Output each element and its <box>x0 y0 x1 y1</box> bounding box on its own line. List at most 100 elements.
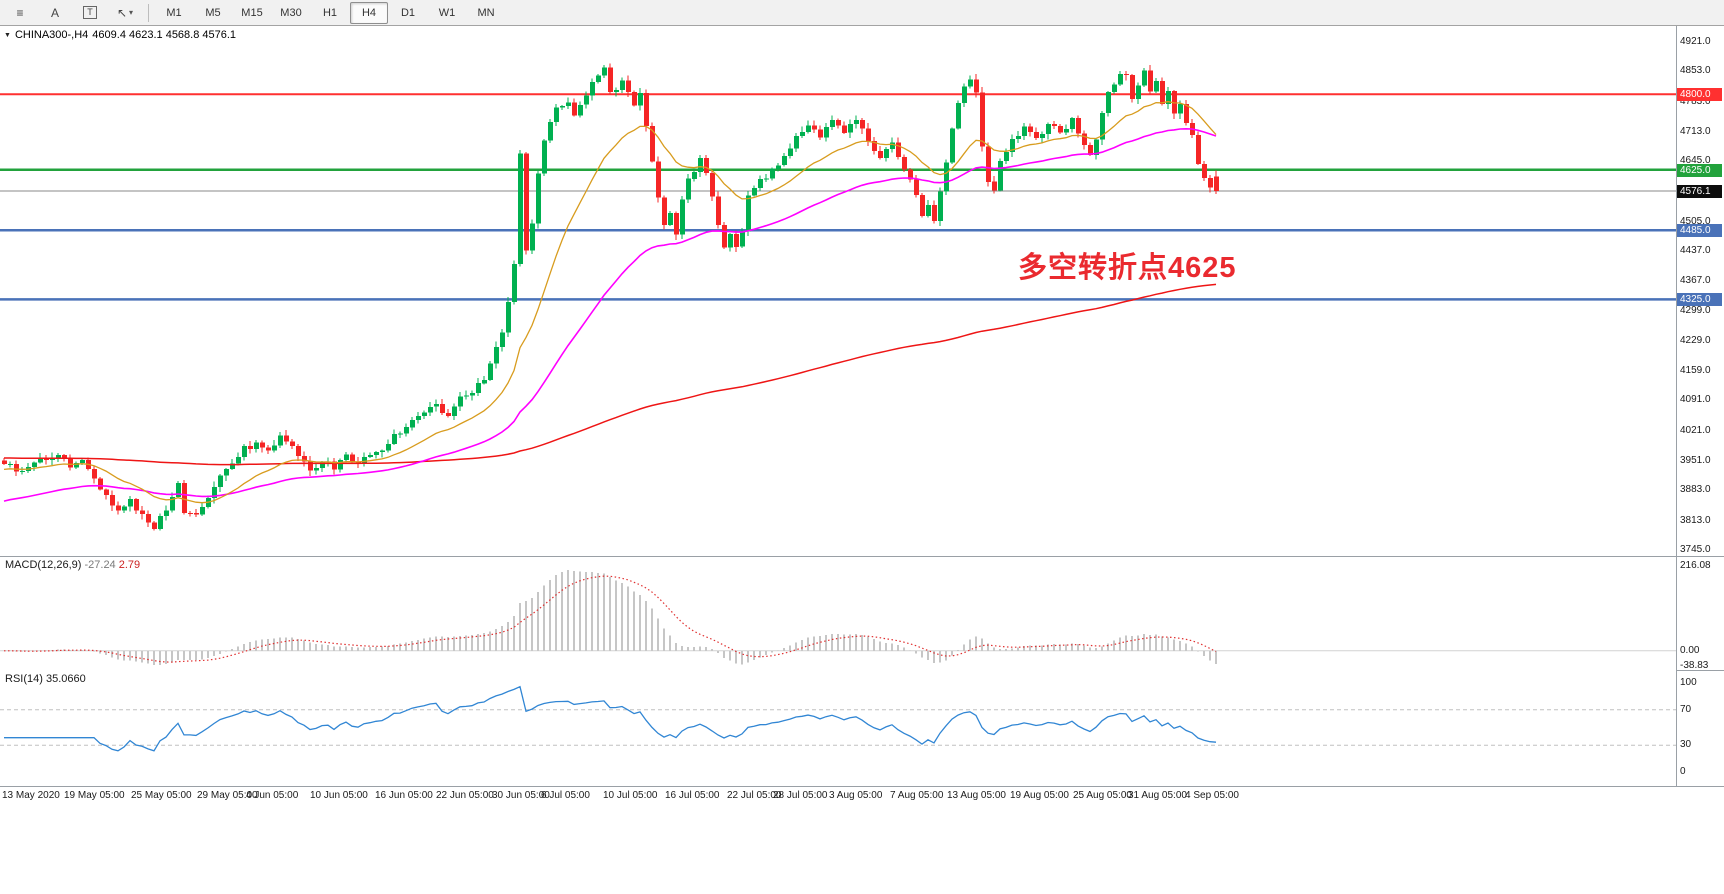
time-tick-label: 3 Aug 05:00 <box>829 790 883 801</box>
line-studies-button[interactable]: ↖ ▾ <box>108 2 142 24</box>
time-tick-label: 4 Jun 05:00 <box>246 790 299 801</box>
time-tick-label: 29 May 05:00 <box>197 790 258 801</box>
axis-tick-label: 4853.0 <box>1680 65 1711 76</box>
toolbar: ≡ A T ↖ ▾ M1 M5 M15 M30 H1 H4 D1 W1 MN <box>0 0 1724 26</box>
price-chart-plot[interactable]: ▼ CHINA300-,H4 4609.4 4623.1 4568.8 4576… <box>0 26 1676 556</box>
axis-tick-label: 100 <box>1680 677 1697 688</box>
time-tick-label: 30 Jun 05:00 <box>492 790 550 801</box>
rsi-line <box>4 685 1217 752</box>
time-tick-label: 16 Jun 05:00 <box>375 790 433 801</box>
chart-list-icon: ≡ <box>16 5 24 20</box>
macd-indicator-row: MACD(12,26,9) -27.24 2.79 216.08 0.00 -38.… <box>0 556 1724 671</box>
time-axis[interactable]: 13 May 2020 19 May 05:00 25 May 05:00 29 Ma… <box>0 786 1724 805</box>
pivot-line-4625-badge: 4625.0 <box>1677 164 1722 177</box>
axis-tick-label: 3745.0 <box>1680 544 1711 555</box>
axis-tick-label: 0.00 <box>1680 645 1700 656</box>
timeframe-button-h1[interactable]: H1 <box>322 6 338 19</box>
axis-tick-label: 4713.0 <box>1680 126 1711 137</box>
time-tick-label: 25 Aug 05:00 <box>1073 790 1132 801</box>
time-tick-label: 13 Aug 05:00 <box>947 790 1006 801</box>
axis-tick-label: 0 <box>1680 766 1686 777</box>
macd-canvas <box>0 570 1676 665</box>
price-chart-canvas <box>0 63 1676 531</box>
time-tick-label: 16 Jul 05:00 <box>665 790 720 801</box>
timeframe-button-m15[interactable]: M15 <box>241 6 263 19</box>
axis-tick-label: -38.83 <box>1680 660 1709 671</box>
rsi-label: RSI(14) 35.0660 <box>5 673 86 685</box>
text-annotation-icon: A <box>50 5 59 20</box>
timeframe-button-group: M1 M5 M15 M30 H1 H4 D1 W1 MN <box>155 1 505 24</box>
axis-tick-label: 4229.0 <box>1680 335 1711 346</box>
rsi-value: 35.0660 <box>45 673 86 685</box>
axis-tick-label: 4783.0 <box>1680 96 1711 107</box>
resistance-line-4800-badge: 4800.0 <box>1677 88 1722 101</box>
toolbar-separator <box>148 3 149 22</box>
line-studies-icon: ↖ <box>116 5 128 20</box>
macd-main-value: -27.24 <box>84 559 116 571</box>
time-tick-label: 28 Jul 05:00 <box>773 790 828 801</box>
text-label-button[interactable]: T <box>73 2 107 24</box>
axis-tick-label: 4367.0 <box>1680 275 1711 286</box>
axis-tick-label: 70 <box>1680 704 1692 715</box>
ohlc-values-label: 4609.4 4623.1 4568.8 4576.1 <box>92 29 237 41</box>
axis-tick-label: 3883.0 <box>1680 484 1711 495</box>
timeframe-button-mn[interactable]: MN <box>477 6 495 19</box>
main-chart-row: ▼ CHINA300-,H4 4609.4 4623.1 4568.8 4576… <box>0 26 1724 556</box>
rsi-canvas <box>0 685 1676 752</box>
macd-signal-value: 2.79 <box>118 559 141 571</box>
dropdown-caret-icon: ▾ <box>129 8 134 17</box>
chart-list-button[interactable]: ≡ <box>3 2 37 24</box>
time-tick-label: 7 Aug 05:00 <box>890 790 944 801</box>
symbol-dropdown-icon[interactable]: ▼ <box>4 31 11 39</box>
text-label-icon: T <box>83 6 97 19</box>
axis-tick-label: 4921.0 <box>1680 36 1711 47</box>
rsi-name: RSI(14) <box>5 673 43 685</box>
support-line-4325-badge: 4325.0 <box>1677 293 1722 306</box>
time-tick-label: 13 May 2020 <box>2 790 60 801</box>
chart-symbol-title: ▼ CHINA300-,H4 4609.4 4623.1 4568.8 4576… <box>4 29 236 41</box>
current-price-badge: 4576.1 <box>1677 185 1722 198</box>
ma-mid-line <box>3 127 1217 502</box>
time-tick-label: 10 Jun 05:00 <box>310 790 368 801</box>
time-tick-label: 25 May 05:00 <box>131 790 192 801</box>
macd-label: MACD(12,26,9) -27.24 2.79 <box>5 559 140 571</box>
time-tick-label: 10 Jul 05:00 <box>603 790 658 801</box>
axis-tick-label: 4021.0 <box>1680 425 1711 436</box>
axis-tick-label: 4159.0 <box>1680 365 1711 376</box>
toolbar-tools-group: ≡ A T ↖ ▾ <box>3 2 142 24</box>
axis-tick-label: 4091.0 <box>1680 394 1711 405</box>
timeframe-button-m1[interactable]: M1 <box>166 6 182 19</box>
symbol-timeframe-label: CHINA300-,H4 <box>14 29 89 41</box>
ma-fast-line <box>3 100 1217 504</box>
axis-tick-label: 3813.0 <box>1680 515 1711 526</box>
time-tick-label: 4 Sep 05:00 <box>1185 790 1239 801</box>
time-tick-label: 6 Jul 05:00 <box>541 790 590 801</box>
axis-tick-label: 4505.0 <box>1680 216 1711 227</box>
timeframe-button-w1[interactable]: W1 <box>438 6 456 19</box>
macd-name: MACD(12,26,9) <box>5 559 82 571</box>
axis-tick-label: 216.08 <box>1680 560 1711 571</box>
macd-panel[interactable]: MACD(12,26,9) -27.24 2.79 <box>0 557 1676 671</box>
macd-axis[interactable]: 216.08 0.00 -38.83 <box>1676 557 1723 671</box>
timeframe-button-d1[interactable]: D1 <box>400 6 416 19</box>
axis-tick-label: 4299.0 <box>1680 305 1711 316</box>
ma-slow-line <box>4 283 1217 466</box>
timeframe-button-m5[interactable]: M5 <box>205 6 221 19</box>
time-tick-label: 31 Aug 05:00 <box>1128 790 1187 801</box>
rsi-panel[interactable]: RSI(14) 35.0660 <box>0 671 1676 787</box>
timeframe-button-h4[interactable]: H4 <box>350 1 388 24</box>
rsi-axis[interactable]: 100 70 30 0 <box>1676 671 1723 786</box>
support-line-4485-badge: 4485.0 <box>1677 224 1722 237</box>
chart-annotation-text[interactable]: 多空转折点4625 <box>1018 252 1237 284</box>
time-tick-label: 19 May 05:00 <box>64 790 125 801</box>
macd-histogram <box>9 570 1217 665</box>
time-tick-label: 19 Aug 05:00 <box>1010 790 1069 801</box>
candles-layer <box>2 63 1219 531</box>
axis-tick-label: 30 <box>1680 739 1692 750</box>
text-annotation-button[interactable]: A <box>38 2 72 24</box>
time-tick-label: 22 Jul 05:00 <box>727 790 782 801</box>
axis-tick-label: 4645.0 <box>1680 155 1711 166</box>
rsi-indicator-row: RSI(14) 35.0660 100 70 30 0 <box>0 670 1724 787</box>
price-axis[interactable]: 4921.0 4853.0 4783.0 4713.0 4645.0 4505.0 4437… <box>1676 26 1723 556</box>
timeframe-button-m30[interactable]: M30 <box>280 6 302 19</box>
